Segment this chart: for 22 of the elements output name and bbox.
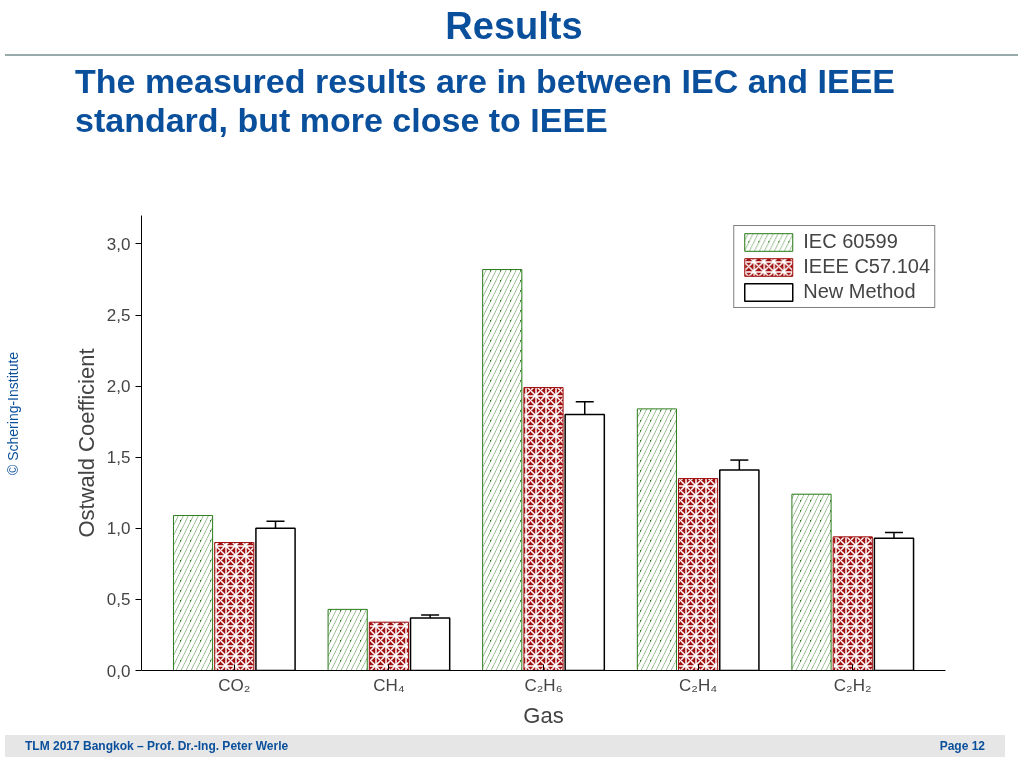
y-axis-title: Ostwald Coefficient (73, 348, 99, 538)
x-tick-label: C₂H₄ (679, 675, 718, 695)
text: © Schering-Institute (5, 351, 21, 475)
x-tick-label: CO₂ (218, 675, 251, 695)
x-tick-label: CH₄ (373, 675, 405, 695)
y-tick-label: 2,5 (106, 306, 131, 326)
chart-subtitle: The measured results are in between IEC and IEEE standard, but more close to IEEE (75, 62, 897, 140)
legend-label: IEC 60599 (803, 230, 898, 253)
chart-title: Results (5, 5, 1018, 56)
y-tick-label: 3,0 (106, 234, 131, 254)
x-axis-title: Gas (523, 702, 564, 728)
text: TLM 2017 Bangkok – Prof. Dr.-Ing. Peter Werle (25, 739, 289, 753)
x-tick-label: C₂H₆ (524, 675, 563, 695)
text: Page 12 (939, 739, 985, 753)
y-tick-label: 1,0 (106, 519, 131, 539)
y-tick-label: 1,5 (106, 448, 131, 468)
y-tick-label: 0,5 (106, 590, 131, 610)
legend-label: IEEE C57.104 (803, 255, 930, 278)
legend-label: New Method (803, 280, 916, 303)
x-tick-label: C₂H₂ (833, 675, 872, 695)
y-tick-label: 0,0 (106, 661, 131, 681)
y-tick-label: 2,0 (106, 377, 131, 397)
